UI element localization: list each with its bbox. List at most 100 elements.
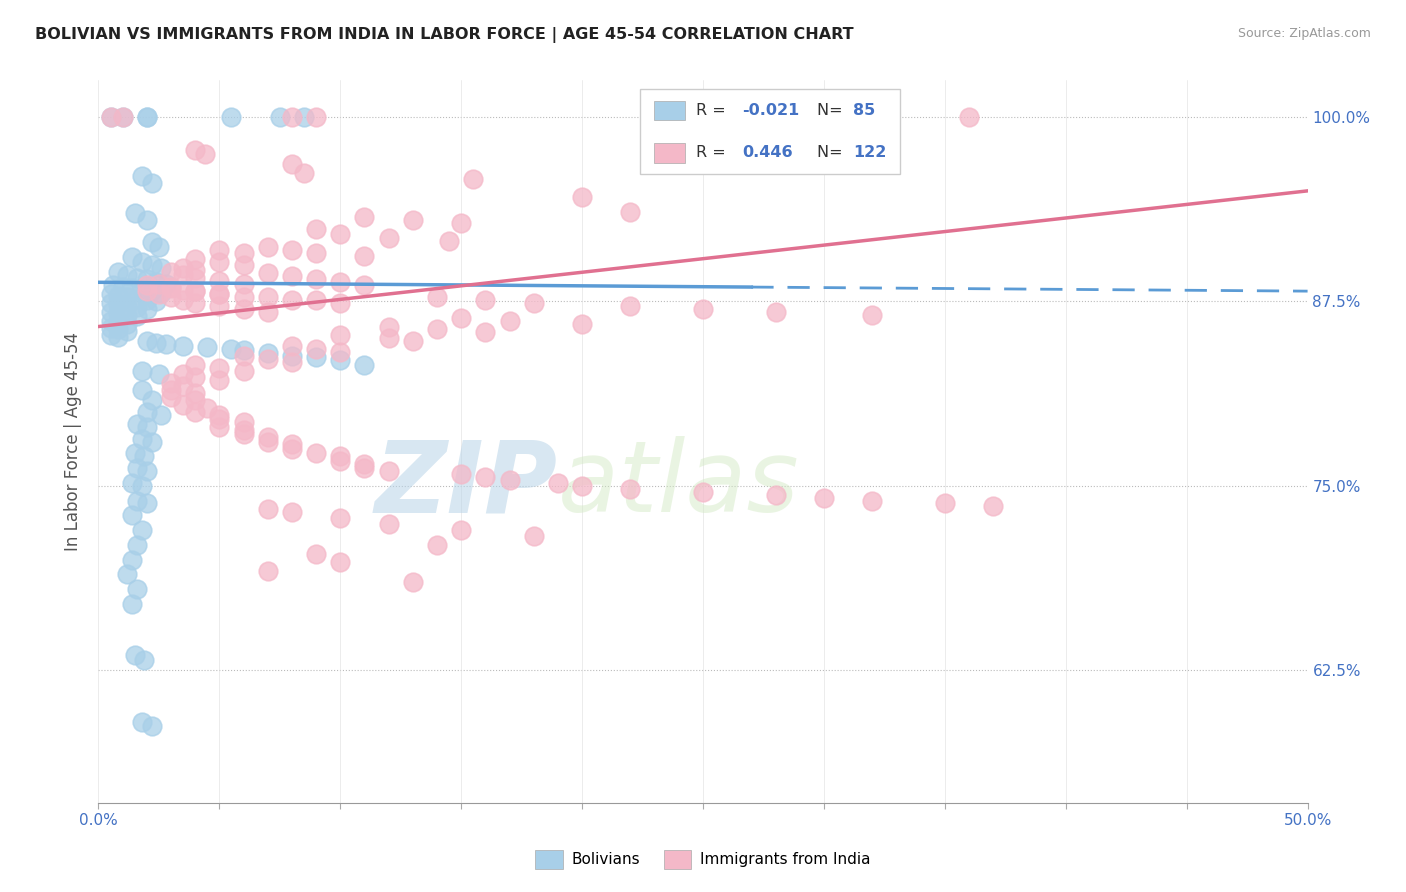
Point [184, 296, 207, 310]
Point [172, 378, 194, 392]
Point [160, 281, 183, 295]
Point [377, 231, 399, 245]
Point [155, 337, 177, 351]
Point [141, 284, 163, 298]
Point [232, 290, 254, 304]
Point [208, 419, 231, 434]
Point [100, 110, 122, 124]
Point [281, 355, 304, 369]
Point [131, 432, 153, 446]
Point [571, 317, 593, 331]
Point [377, 331, 399, 345]
Point [172, 283, 194, 297]
Point [765, 488, 787, 502]
Point [111, 110, 134, 124]
Point [135, 110, 157, 124]
Point [135, 293, 157, 307]
Point [145, 275, 167, 289]
Point [281, 349, 304, 363]
Point [208, 287, 231, 301]
Point [172, 260, 194, 275]
Point [281, 505, 304, 519]
Point [256, 240, 278, 254]
Point [107, 330, 129, 344]
Point [148, 240, 170, 254]
Point [117, 567, 139, 582]
Point [208, 299, 231, 313]
Point [377, 464, 399, 478]
Point [127, 493, 149, 508]
Point [160, 279, 183, 293]
Point [305, 245, 328, 260]
Point [160, 383, 183, 397]
Point [184, 284, 207, 298]
Point [474, 470, 496, 484]
Point [221, 110, 243, 124]
Point [100, 328, 122, 343]
Point [426, 290, 449, 304]
Point [208, 412, 231, 426]
Point [450, 310, 472, 325]
Point [111, 279, 134, 293]
Point [232, 349, 254, 363]
Point [131, 364, 153, 378]
Point [172, 268, 194, 282]
Text: 0.446: 0.446 [742, 145, 793, 161]
Point [121, 475, 143, 490]
Point [329, 353, 352, 368]
Point [292, 166, 315, 180]
Point [107, 288, 129, 302]
Point [127, 461, 149, 475]
Point [353, 278, 375, 293]
Point [450, 523, 472, 537]
Point [135, 419, 157, 434]
Point [195, 340, 218, 354]
Point [150, 260, 173, 275]
Point [134, 450, 156, 464]
Legend: Bolivians, Immigrants from India: Bolivians, Immigrants from India [529, 844, 877, 875]
Point [329, 453, 352, 467]
Point [256, 351, 278, 366]
Point [474, 326, 496, 340]
Point [256, 564, 278, 578]
Point [194, 147, 217, 161]
Point [150, 285, 173, 300]
Point [256, 430, 278, 444]
Point [172, 293, 194, 307]
Text: 122: 122 [853, 145, 887, 161]
Point [101, 278, 124, 293]
Point [148, 287, 170, 301]
Point [111, 110, 134, 124]
Point [450, 467, 472, 481]
Point [329, 275, 352, 289]
Point [305, 293, 328, 307]
Text: 85: 85 [853, 103, 876, 118]
Point [329, 556, 352, 570]
Point [107, 265, 129, 279]
Point [141, 258, 163, 272]
Point [232, 427, 254, 442]
Point [135, 405, 157, 419]
Point [184, 358, 207, 372]
Point [150, 408, 173, 422]
Point [208, 274, 231, 288]
Point [127, 582, 149, 596]
Point [860, 308, 883, 322]
Point [131, 383, 153, 397]
Point [131, 283, 153, 297]
Point [124, 648, 146, 663]
Point [135, 334, 157, 349]
Point [353, 249, 375, 263]
Point [121, 597, 143, 611]
Point [148, 367, 170, 381]
Point [305, 446, 328, 460]
Point [131, 254, 153, 268]
Point [281, 293, 304, 307]
Point [117, 308, 139, 322]
Point [463, 172, 485, 186]
Point [281, 339, 304, 353]
Point [692, 484, 714, 499]
Point [269, 110, 291, 124]
Text: N=: N= [817, 103, 848, 118]
Point [232, 258, 254, 272]
